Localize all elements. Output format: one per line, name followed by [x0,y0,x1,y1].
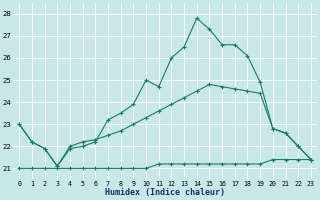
X-axis label: Humidex (Indice chaleur): Humidex (Indice chaleur) [105,188,225,197]
